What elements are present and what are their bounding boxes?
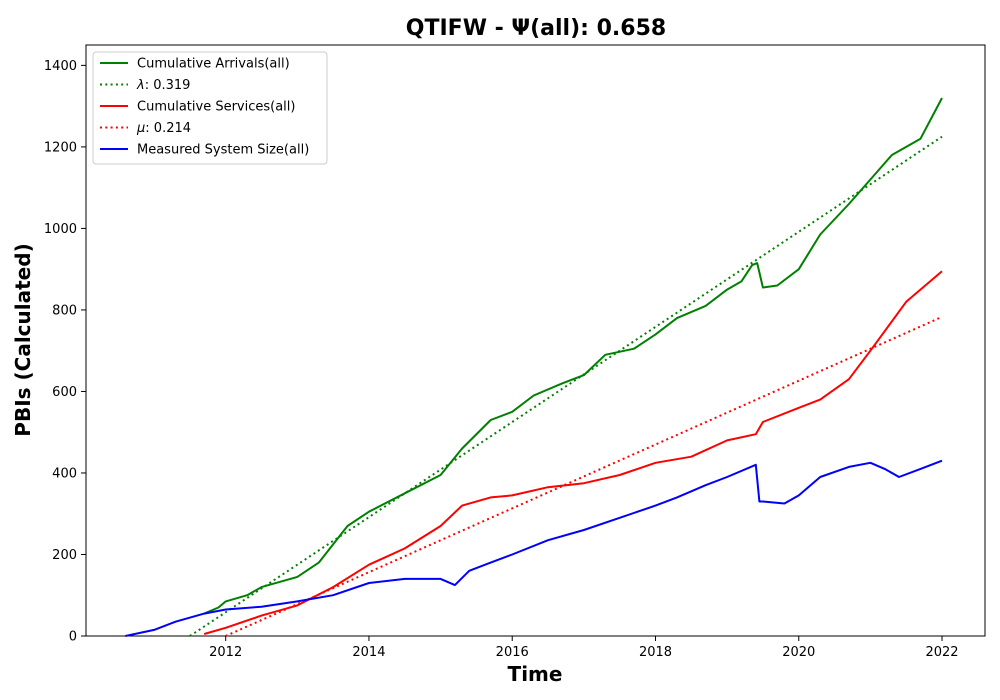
y-axis-label: PBIs (Calculated) (11, 243, 35, 436)
y-tick-label: 1400 (44, 59, 77, 74)
x-tick-label: 2016 (496, 645, 529, 660)
x-tick-label: 2014 (352, 645, 385, 660)
series-line-1 (189, 135, 943, 637)
legend-label-4: Measured System Size(all) (137, 143, 309, 158)
x-tick-label: 2018 (639, 645, 672, 660)
x-tick-label: 2012 (209, 645, 242, 660)
y-tick-label: 600 (52, 385, 77, 400)
y-tick-label: 0 (69, 630, 77, 645)
series-layer (125, 97, 943, 637)
y-tick-label: 800 (52, 303, 77, 318)
series-line-4 (125, 459, 943, 637)
y-tick-label: 200 (52, 548, 77, 563)
legend-label-0: Cumulative Arrivals(all) (137, 57, 290, 72)
y-tick-label: 1200 (44, 140, 77, 155)
series-line-2 (203, 270, 943, 635)
plot-area: 2012 2014 2016 2018 2020 2022 0 200 400 600 800 10… (44, 44, 986, 660)
series-line-0 (203, 97, 943, 615)
x-axis-ticks: 2012 2014 2016 2018 2020 2022 (209, 636, 959, 660)
legend-box (92, 51, 328, 165)
legend: Cumulative Arrivals(all) λ: 0.319 Cumulati… (92, 51, 328, 165)
y-axis-ticks: 0 200 400 600 800 1000 1200 1400 (44, 59, 86, 645)
y-tick-label: 400 (52, 466, 77, 481)
legend-label-2: Cumulative Services(all) (137, 100, 295, 115)
legend-label-1: λ: 0.319 (136, 78, 190, 93)
series-line-3 (225, 315, 943, 637)
y-tick-label: 1000 (44, 222, 77, 237)
plot-frame (85, 44, 986, 637)
x-axis-label: Time (508, 662, 563, 686)
legend-label-3: μ: 0.214 (136, 121, 191, 136)
x-tick-label: 2022 (925, 645, 958, 660)
x-tick-label: 2020 (782, 645, 815, 660)
chart-title: QTIFW - Ψ(all): 0.658 (406, 16, 666, 41)
